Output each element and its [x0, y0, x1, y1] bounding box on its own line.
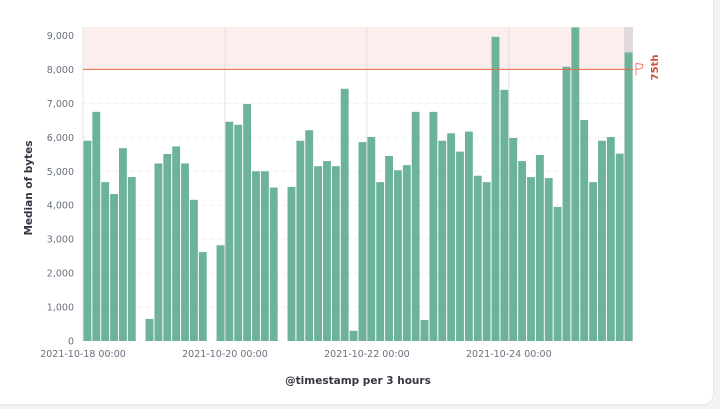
bar	[243, 104, 252, 341]
flag-icon[interactable]	[635, 62, 644, 76]
bar	[589, 182, 598, 341]
bar	[518, 161, 527, 341]
bar	[624, 52, 633, 341]
bar	[615, 153, 624, 341]
bar	[376, 182, 385, 341]
bar	[393, 170, 402, 341]
bar	[163, 153, 172, 341]
bar	[562, 66, 571, 341]
bar	[456, 151, 464, 341]
bar	[331, 166, 340, 341]
y-tick-label: 2,000	[47, 269, 74, 280]
bar	[447, 133, 456, 341]
bar	[145, 318, 154, 341]
bar	[544, 178, 553, 341]
bar	[305, 130, 314, 341]
x-axis-title: @timestamp per 3 hours	[285, 375, 431, 387]
bar	[580, 120, 589, 341]
bar	[402, 165, 411, 341]
x-tick-label: 2021-10-20 00:00	[182, 349, 268, 360]
bar	[216, 245, 225, 341]
bar	[571, 27, 580, 342]
y-tick-label: 1,000	[47, 303, 74, 314]
bar	[323, 161, 331, 341]
bar	[83, 140, 92, 341]
y-tick-label: 5,000	[47, 167, 74, 178]
bar	[491, 36, 500, 341]
y-tick-label: 9,000	[47, 31, 74, 42]
bar	[438, 140, 447, 341]
x-tick-label: 2021-10-18 00:00	[40, 349, 126, 360]
bar	[473, 175, 482, 341]
bar	[181, 163, 189, 341]
bar	[340, 88, 349, 342]
y-tick-label: 8,000	[47, 65, 74, 76]
y-tick-label: 0	[68, 337, 74, 348]
bar	[598, 140, 606, 341]
bar	[118, 148, 127, 341]
x-axis-ticks: 2021-10-18 00:00 2021-10-20 00:00 2021-10-…	[40, 349, 551, 360]
bar	[553, 206, 562, 341]
bar	[509, 138, 518, 341]
bar	[269, 187, 278, 341]
bar	[500, 89, 509, 341]
y-tick-label: 4,000	[47, 201, 74, 212]
bar	[385, 155, 393, 341]
flag-shape	[635, 62, 644, 76]
bars	[83, 27, 633, 342]
bar	[287, 186, 296, 341]
bar	[172, 146, 181, 341]
bar	[110, 194, 118, 341]
bar	[101, 182, 110, 341]
x-tick-label: 2021-10-22 00:00	[324, 349, 410, 360]
x-tick-label: 2021-10-24 00:00	[466, 349, 552, 360]
threshold-band	[83, 27, 633, 70]
y-tick-label: 7,000	[47, 99, 74, 110]
bar	[189, 199, 198, 341]
bar	[535, 154, 544, 341]
bar	[154, 163, 163, 341]
bar	[198, 252, 207, 341]
bar	[464, 131, 473, 341]
bar	[349, 330, 358, 341]
bar	[429, 111, 438, 341]
bar	[358, 142, 367, 341]
bar	[314, 166, 323, 341]
bar	[606, 136, 615, 341]
y-axis-ticks: 0 1,000 2,000 3,000 4,000 5,000 6,000 7,000 8,00…	[47, 31, 74, 348]
bar	[482, 182, 491, 341]
bar	[260, 171, 269, 341]
bar	[411, 111, 420, 341]
bar	[527, 177, 535, 341]
bar	[234, 124, 243, 341]
bar	[296, 140, 305, 341]
bar	[367, 136, 376, 341]
y-tick-label: 6,000	[47, 133, 74, 144]
y-axis-title: Median of bytes	[23, 140, 35, 235]
vertical-gridlines	[82, 27, 510, 341]
bar	[92, 111, 101, 341]
threshold-label: 75th	[650, 55, 661, 81]
bar	[225, 121, 234, 341]
y-tick-label: 3,000	[47, 235, 74, 246]
bar	[252, 171, 260, 341]
bar	[420, 319, 429, 341]
bar	[127, 177, 136, 341]
